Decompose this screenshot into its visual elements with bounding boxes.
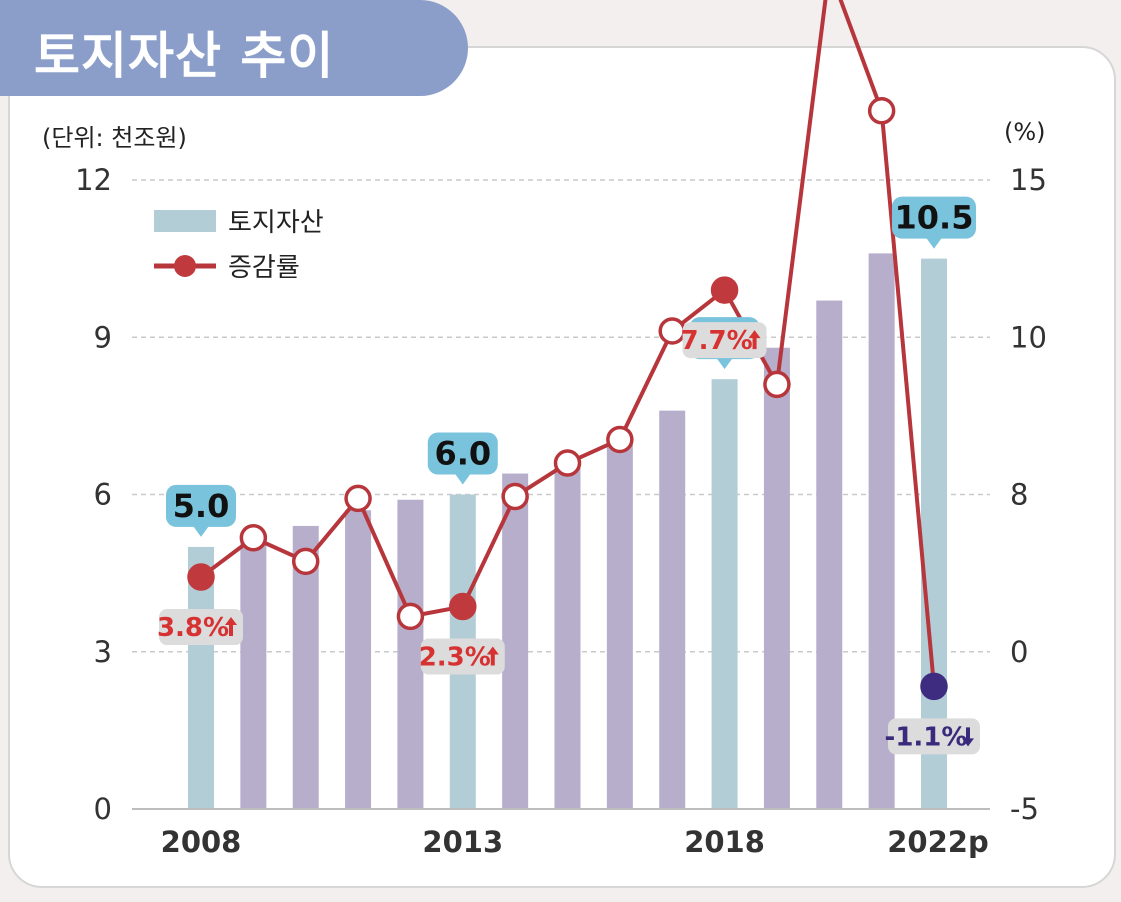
rate-point-2011 [344, 484, 372, 513]
x-tick-label: 2018 [684, 825, 765, 859]
rate-label-bg [682, 322, 767, 359]
bars [188, 253, 947, 810]
rate-label: 3.8% [157, 609, 243, 646]
legend-line-label: 증감률 [228, 253, 300, 283]
x-tick-label: 2013 [422, 825, 503, 859]
rate-label-bg [420, 638, 505, 675]
rate-point-2019 [763, 370, 791, 399]
right-tick-label: 8 [1010, 478, 1028, 512]
callout-pointer [454, 473, 471, 485]
bar-2020 [816, 300, 843, 809]
legend-line-marker [174, 255, 196, 277]
left-axis-unit: (단위: 천조원) [42, 124, 187, 152]
bar-value-callout: 10.5 [892, 196, 976, 249]
bar-value-callout: 5.0 [166, 484, 236, 537]
rate-label-value: -1.1% [885, 722, 968, 752]
callout-value: 6.0 [434, 435, 491, 473]
rate-label: 7.7% [681, 322, 767, 359]
bar-2014 [502, 473, 529, 809]
bar-2009 [240, 541, 267, 809]
legend-bar-swatch [154, 210, 216, 232]
left-tick-label: 12 [75, 163, 112, 197]
rate-point-2016 [606, 425, 634, 454]
callout-bubble [427, 432, 498, 475]
arrow-up-icon [225, 617, 237, 637]
data-labels: 5.06.08.210.53.8%2.3%7.7%-1.1% [157, 196, 980, 755]
callout-pointer [193, 525, 209, 537]
axes: 0 -5 3 0 6 8 9 10 12 15 2008 2013 2018 2022p [75, 163, 1047, 859]
right-axis-unit: (%) [1004, 118, 1046, 146]
callout-pointer [926, 237, 942, 249]
right-tick-label: 10 [1010, 320, 1047, 354]
right-tick-label: 15 [1010, 163, 1047, 197]
left-tick-label: 0 [94, 792, 112, 826]
rate-label-value: 7.7% [681, 326, 753, 356]
rate-label-bg [888, 718, 980, 755]
left-tick-label: 9 [94, 320, 112, 354]
rate-label-bg [159, 609, 243, 646]
right-tick-label: 0 [1010, 635, 1028, 669]
rate-point-2018 [710, 276, 739, 304]
arrow-up-icon [486, 646, 499, 666]
rate-label-value: 2.3% [419, 643, 491, 673]
legend: 토지자산 증감률 [154, 208, 324, 283]
left-tick-label: 3 [94, 635, 112, 669]
title-tab: 토지자산 추이 [0, 0, 468, 96]
rate-point-2014 [501, 482, 529, 511]
arrow-down-icon [962, 727, 974, 747]
rate-point-2015 [553, 449, 582, 477]
bar-2012 [397, 499, 424, 809]
rate-point-2022p [920, 672, 948, 701]
rate-point-2008 [187, 563, 215, 591]
rate-point-2010 [291, 547, 320, 576]
rate-point-2009 [239, 523, 268, 552]
left-tick-label: 6 [94, 478, 112, 512]
bar-2017 [659, 410, 686, 809]
callout-bubble [166, 484, 236, 527]
rate-point-2013 [449, 592, 477, 621]
x-tick-label: 2008 [161, 825, 242, 859]
bar-2015 [554, 457, 581, 809]
bar-2019 [763, 347, 790, 809]
right-tick-label: -5 [1010, 792, 1039, 826]
rate-point-2012 [396, 602, 425, 631]
rate-label: -1.1% [885, 718, 980, 755]
callout-pointer [716, 358, 733, 370]
bar-2022p [921, 258, 947, 809]
callout-bubble [892, 196, 976, 239]
x-tick-label: 2022p [887, 825, 988, 859]
bar-value-callout: 6.0 [427, 432, 498, 485]
bar-2021 [868, 253, 895, 810]
rate-label: 2.3% [419, 638, 505, 675]
rate-label-value: 3.8% [157, 613, 229, 643]
callout-value: 10.5 [895, 199, 974, 237]
rate-point-2021 [867, 97, 896, 125]
arrow-up-icon [748, 330, 761, 350]
legend-bar-label: 토지자산 [228, 208, 324, 238]
chart-title: 토지자산 추이 [34, 27, 335, 85]
callout-value: 5.0 [173, 487, 230, 525]
bar-2016 [606, 436, 633, 809]
bar-2011 [345, 510, 372, 809]
bar-2018 [711, 379, 738, 809]
gridlines [132, 179, 990, 653]
rate-line [187, 0, 948, 701]
